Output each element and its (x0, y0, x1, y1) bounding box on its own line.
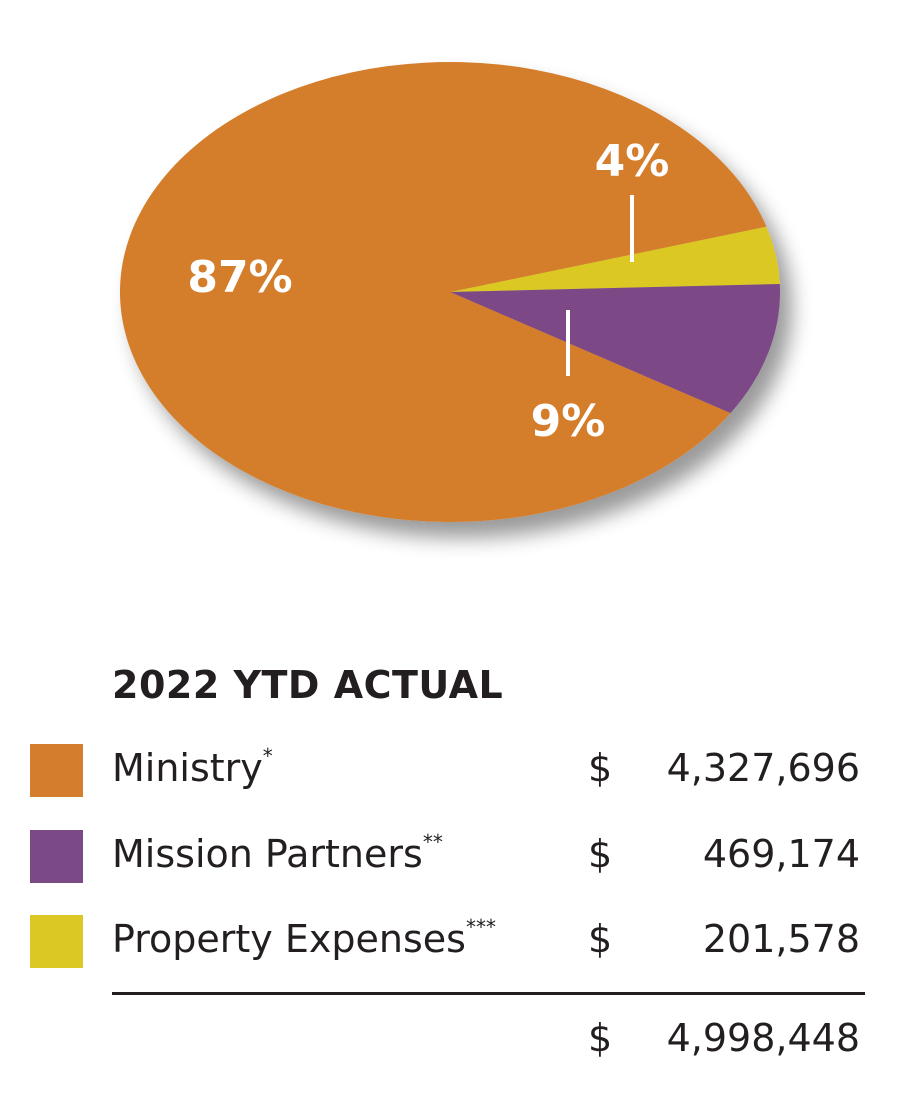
amount-mission-partners: 469,174 (702, 832, 860, 876)
legend-row-property-expenses: Property Expenses*** $ 201,578 (0, 911, 900, 971)
percent-label-property-expenses: 4% (595, 136, 670, 187)
amount-ministry: 4,327,696 (666, 746, 860, 790)
percent-label-ministry: 87% (187, 252, 292, 303)
pie-slice-mission-partners (450, 283, 781, 414)
legend-label-property-expenses: Property Expenses*** (112, 915, 496, 961)
legend-swatch-ministry (30, 744, 83, 797)
currency-symbol: $ (588, 917, 613, 961)
legend-row-ministry: Ministry* $ 4,327,696 (0, 740, 900, 800)
pie-slice-property-expenses (450, 226, 780, 292)
legend-title: 2022 YTD ACTUAL (112, 663, 504, 707)
legend-swatch-mission-partners (30, 830, 83, 883)
currency-symbol: $ (588, 746, 613, 790)
pie-slice-ministry (119, 62, 767, 523)
legend-label-mission-partners: Mission Partners** (112, 830, 443, 876)
legend-swatch-property-expenses (30, 915, 83, 968)
currency-symbol: $ (588, 1016, 613, 1060)
amount-total: 4,998,448 (666, 1016, 860, 1060)
amount-property-expenses: 201,578 (702, 917, 860, 961)
legend-row-total: $ 4,998,448 (0, 1010, 900, 1070)
currency-symbol: $ (588, 832, 613, 876)
percent-label-mission-partners: 9% (531, 396, 606, 447)
pie-chart: 87% 4% 9% (119, 62, 781, 523)
legend-row-mission-partners: Mission Partners** $ 469,174 (0, 826, 900, 886)
legend-label-ministry: Ministry* (112, 744, 273, 790)
total-divider (112, 992, 865, 995)
